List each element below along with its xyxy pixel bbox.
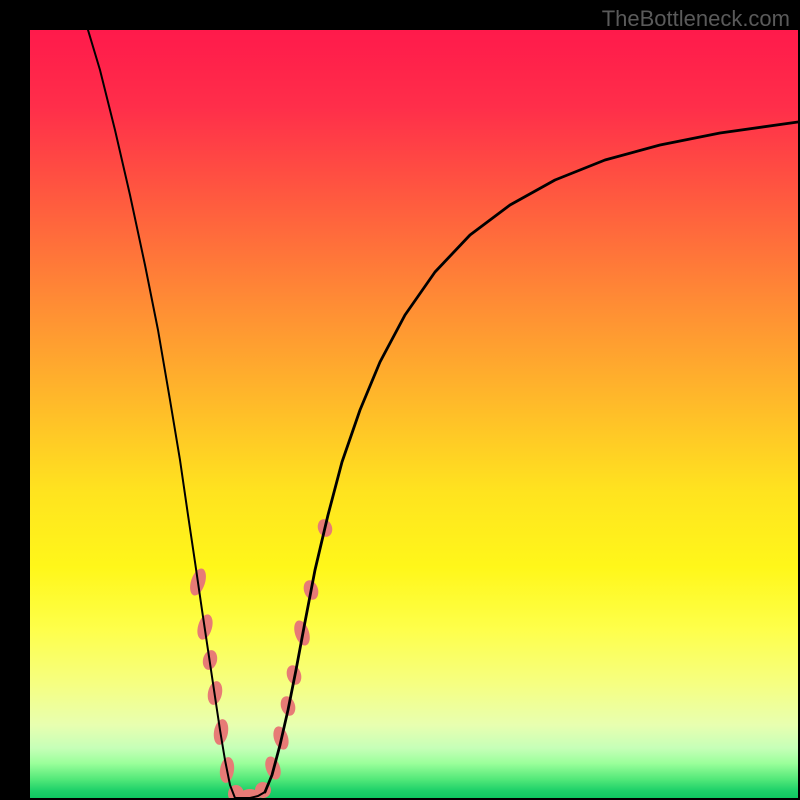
watermark-text: TheBottleneck.com [602,6,790,32]
curve-right-branch [265,122,798,792]
curve-layer [30,30,798,798]
chart-outer-frame: TheBottleneck.com [0,0,800,800]
plot-area [30,30,798,798]
curve-left-branch [88,30,265,798]
